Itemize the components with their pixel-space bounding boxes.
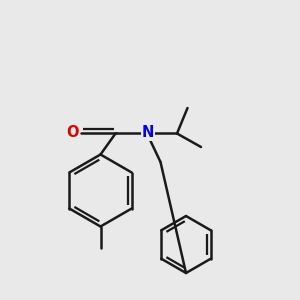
Text: N: N <box>142 125 154 140</box>
Text: O: O <box>66 125 79 140</box>
